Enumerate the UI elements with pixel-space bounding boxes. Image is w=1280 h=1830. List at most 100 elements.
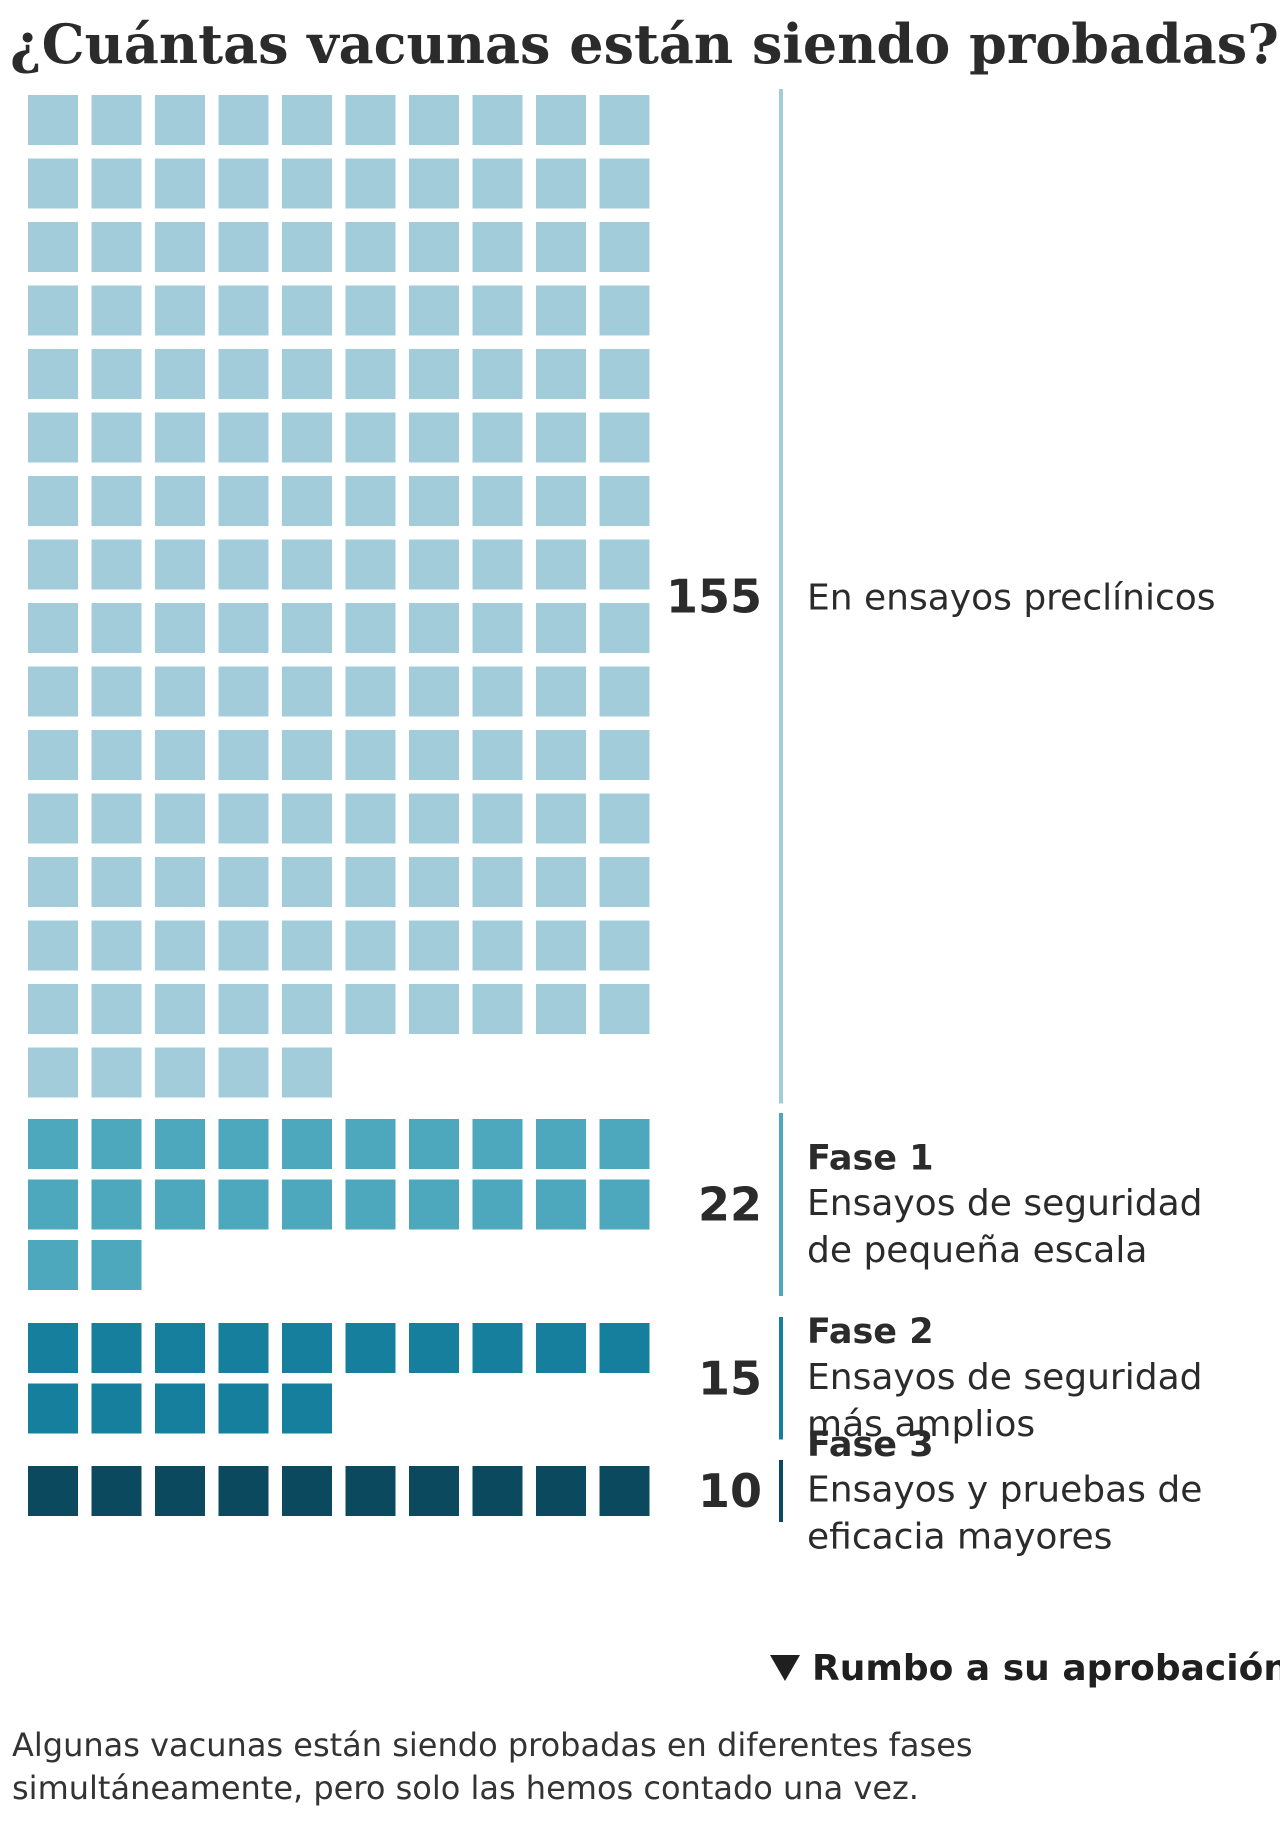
waffle-square xyxy=(345,857,396,907)
waffle-square xyxy=(409,1179,459,1230)
waffle-square xyxy=(409,158,459,209)
waffle-square xyxy=(218,1466,269,1516)
waffle-square xyxy=(218,730,269,780)
waffle-square xyxy=(599,1119,650,1169)
waffle-square xyxy=(472,1323,523,1373)
waffle-square xyxy=(282,158,332,209)
waffle-square xyxy=(345,1179,396,1230)
waffle-square xyxy=(536,730,586,780)
waffle-square xyxy=(28,1466,78,1516)
waffle-square xyxy=(28,412,78,463)
waffle-square xyxy=(472,603,523,653)
waffle-square xyxy=(28,920,78,971)
waffle-square xyxy=(599,1466,650,1516)
waffle-square xyxy=(28,539,78,590)
phase-description: Ensayos y pruebas de xyxy=(807,1470,1202,1511)
waffle-square xyxy=(409,666,459,717)
waffle-square xyxy=(472,539,523,590)
phase-description: eficacia mayores xyxy=(807,1517,1112,1558)
phase-title: Fase 3 xyxy=(807,1425,934,1465)
phase-description: Ensayos de seguridad xyxy=(807,1357,1203,1398)
waffle-square xyxy=(345,95,396,145)
waffle-square xyxy=(282,1179,332,1230)
waffle-square xyxy=(218,285,269,336)
waffle-square xyxy=(599,158,650,209)
approval-label: Rumbo a su aprobación xyxy=(812,1647,1280,1689)
waffle-square xyxy=(599,349,650,399)
count-label: 155 xyxy=(666,569,762,623)
waffle-square xyxy=(409,1323,459,1373)
waffle-square xyxy=(28,222,78,272)
waffle-square xyxy=(28,1119,78,1169)
waffle-square xyxy=(28,603,78,653)
waffle-square xyxy=(536,603,586,653)
waffle-square xyxy=(282,793,332,844)
phase-description: de pequeña escala xyxy=(807,1230,1147,1271)
waffle-square xyxy=(409,95,459,145)
waffle-square xyxy=(28,1323,78,1373)
waffle-square xyxy=(409,603,459,653)
waffle-square xyxy=(155,476,205,526)
waffle-square xyxy=(282,222,332,272)
waffle-square xyxy=(409,539,459,590)
waffle-square xyxy=(599,793,650,844)
waffle-square xyxy=(536,539,586,590)
waffle-square xyxy=(155,349,205,399)
waffle-square xyxy=(599,1323,650,1373)
waffle-square xyxy=(91,984,142,1034)
waffle-square xyxy=(536,285,586,336)
waffle-square xyxy=(472,285,523,336)
waffle-square xyxy=(155,1179,205,1230)
waffle-square xyxy=(91,1240,142,1290)
waffle-square xyxy=(282,666,332,717)
waffle-square xyxy=(155,984,205,1034)
waffle-square xyxy=(472,730,523,780)
waffle-square xyxy=(91,603,142,653)
waffle-square xyxy=(345,476,396,526)
waffle-square xyxy=(282,984,332,1034)
waffle-square xyxy=(155,1323,205,1373)
waffle-square xyxy=(28,349,78,399)
phase-description: Ensayos de seguridad xyxy=(807,1183,1203,1224)
waffle-square xyxy=(91,666,142,717)
waffle-square xyxy=(472,666,523,717)
waffle-square xyxy=(345,666,396,717)
waffle-square xyxy=(155,1383,205,1434)
waffle-square xyxy=(28,1240,78,1290)
waffle-square xyxy=(91,1047,142,1098)
waffle-square xyxy=(599,95,650,145)
waffle-square xyxy=(218,666,269,717)
waffle-square xyxy=(91,1119,142,1169)
waffle-square xyxy=(282,285,332,336)
waffle-square xyxy=(536,1179,586,1230)
waffle-square xyxy=(91,158,142,209)
waffle-square xyxy=(28,984,78,1034)
waffle-square xyxy=(155,793,205,844)
waffle-square xyxy=(536,412,586,463)
waffle-square xyxy=(155,666,205,717)
waffle-square xyxy=(536,95,586,145)
waffle-square xyxy=(345,920,396,971)
waffle-square xyxy=(409,920,459,971)
waffle-square xyxy=(28,476,78,526)
phase-title: Fase 2 xyxy=(807,1312,934,1352)
waffle-square xyxy=(599,984,650,1034)
page-title: ¿Cuántas vacunas están siendo probadas? xyxy=(10,12,1279,76)
waffle-square xyxy=(28,158,78,209)
waffle-square xyxy=(472,476,523,526)
footnote: Algunas vacunas están siendo probadas en… xyxy=(12,1726,973,1807)
waffle-square xyxy=(345,1119,396,1169)
waffle-square xyxy=(599,730,650,780)
count-label: 15 xyxy=(698,1351,762,1405)
waffle-square xyxy=(472,158,523,209)
waffle-square xyxy=(345,793,396,844)
waffle-square xyxy=(409,476,459,526)
waffle-square xyxy=(282,1119,332,1169)
waffle-square xyxy=(345,603,396,653)
waffle-square xyxy=(91,730,142,780)
waffle-square xyxy=(536,222,586,272)
waffle-square xyxy=(28,730,78,780)
waffle-square xyxy=(536,984,586,1034)
waffle-square xyxy=(282,857,332,907)
waffle-square xyxy=(282,1323,332,1373)
